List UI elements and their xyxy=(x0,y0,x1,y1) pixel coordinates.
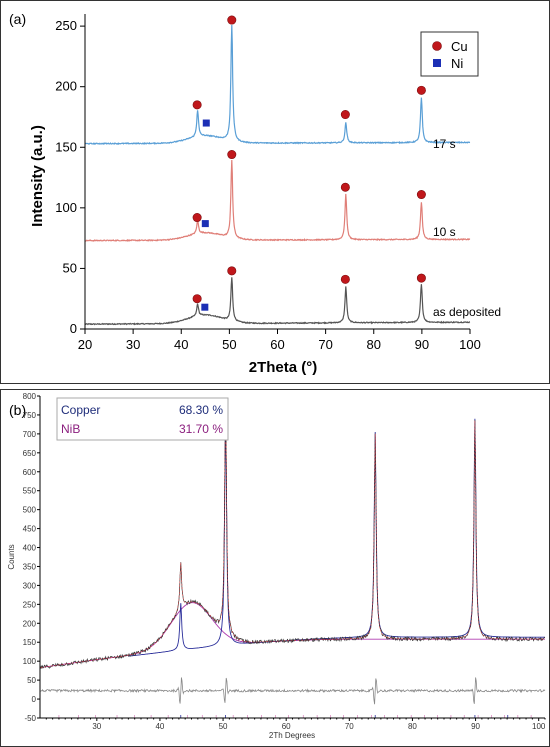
y-tick-label: 200 xyxy=(23,619,37,628)
legend-copper-label: Copper xyxy=(61,403,100,417)
y-tick-label: 450 xyxy=(23,525,37,534)
cu-peak-marker xyxy=(192,100,202,110)
y-tick-label: 300 xyxy=(23,581,37,590)
y-tick-label: 150 xyxy=(55,139,77,154)
x-tick-label: 30 xyxy=(126,337,140,352)
difference-curve xyxy=(40,677,546,705)
x-tick-label: 80 xyxy=(367,337,381,352)
y-tick-label: 150 xyxy=(23,638,37,647)
y-tick-label: 0 xyxy=(70,321,77,336)
y-tick-label: 400 xyxy=(23,544,37,553)
trace-label: 17 s xyxy=(433,137,456,151)
legend-cu-marker xyxy=(432,41,442,51)
y-tick-label: 350 xyxy=(23,562,37,571)
panel-a-x-label: 2Theta (°) xyxy=(249,359,318,376)
panel-a-y-label: Intensity (a.u.) xyxy=(29,125,46,227)
trace-line xyxy=(84,159,471,242)
y-tick-label: 750 xyxy=(23,411,37,420)
x-tick-label: 70 xyxy=(318,337,332,352)
x-tick-label: 90 xyxy=(471,722,480,731)
trace-label: as deposited xyxy=(433,305,501,319)
y-tick-label: 250 xyxy=(23,600,37,609)
x-tick-label: 100 xyxy=(459,337,481,352)
legend-ni-label: Ni xyxy=(451,56,463,71)
trace-label: 10 s xyxy=(433,225,456,239)
calculated-curve xyxy=(40,397,545,668)
y-tick-label: 500 xyxy=(23,506,37,515)
y-tick-label: 200 xyxy=(55,79,77,94)
legend-ni-marker xyxy=(433,59,441,67)
y-tick-label: 0 xyxy=(32,695,37,704)
cu-peak-marker xyxy=(416,190,426,200)
panel-a-ticks: 20 30 40 50 60 70 80 90 100 0 50 100 150 200 250 xyxy=(55,18,481,352)
y-tick-label: 100 xyxy=(55,200,77,215)
y-tick-label: 250 xyxy=(55,18,77,33)
cu-peak-marker xyxy=(340,274,350,284)
trace-line xyxy=(84,24,471,146)
x-tick-label: 60 xyxy=(270,337,284,352)
y-tick-label: 100 xyxy=(23,657,37,666)
cu-peak-marker xyxy=(416,273,426,283)
x-tick-label: 70 xyxy=(345,722,354,731)
y-tick-label: 50 xyxy=(63,260,77,275)
cu-peak-marker xyxy=(340,110,350,120)
x-tick-label: 40 xyxy=(155,722,164,731)
panel-a-letter: (a) xyxy=(9,11,26,27)
x-tick-label: 90 xyxy=(415,337,429,352)
observed-curve xyxy=(40,398,546,669)
legend-cu-label: Cu xyxy=(451,39,468,54)
x-tick-label: 60 xyxy=(282,722,291,731)
panel-b-y-label: Counts xyxy=(7,544,16,569)
panel-a-traces xyxy=(84,24,471,326)
x-tick-label: 50 xyxy=(222,337,236,352)
panel-b-frame xyxy=(0,389,550,747)
y-tick-label: 50 xyxy=(27,676,36,685)
legend-box xyxy=(420,31,479,77)
panel-b-reflection-ticks xyxy=(58,714,532,718)
y-tick-label: -50 xyxy=(24,714,36,723)
panel-b-letter: (b) xyxy=(9,402,26,418)
panel-a: (a) 20 30 40 50 60 70 80 90 100 0 50 100 150 200 250 a… xyxy=(0,0,550,384)
x-tick-label: 80 xyxy=(408,722,417,731)
cu-peak-marker xyxy=(227,15,237,25)
x-tick-label: 50 xyxy=(219,722,228,731)
cu-peak-marker xyxy=(192,294,202,304)
panel-a-trace-labels: as deposited 10 s 17 s xyxy=(433,137,501,319)
panel-b-x-label: 2Th Degrees xyxy=(269,731,315,740)
x-tick-label: 30 xyxy=(92,722,101,731)
y-tick-label: 800 xyxy=(23,392,37,401)
cu-peak-marker xyxy=(227,266,237,276)
panel-b-traces xyxy=(40,397,546,705)
legend-b-box xyxy=(56,397,229,441)
x-tick-label: 40 xyxy=(174,337,188,352)
legend-nib-label: NiB xyxy=(61,422,80,436)
cu-peak-marker xyxy=(340,182,350,192)
trace-line xyxy=(84,277,471,326)
panel-b-legend: Copper 68.30 % NiB 31.70 % xyxy=(56,397,229,441)
panel-b: (b) 30 40 50 60 70 80 90 100 -50 0 50 100 150 200 250 3… xyxy=(0,389,550,747)
ni-peak-marker xyxy=(202,119,210,127)
y-tick-label: 650 xyxy=(23,449,37,458)
ni-peak-marker xyxy=(201,303,209,311)
y-tick-label: 550 xyxy=(23,487,37,496)
cu-peak-marker xyxy=(227,150,237,160)
panel-a-markers xyxy=(192,15,426,311)
x-tick-label: 100 xyxy=(532,722,546,731)
x-tick-label: 20 xyxy=(78,337,92,352)
cu-peak-marker xyxy=(192,213,202,223)
ni-peak-marker xyxy=(201,220,209,228)
y-tick-label: 600 xyxy=(23,468,37,477)
cu-peak-marker xyxy=(416,85,426,95)
panel-a-legend: Cu Ni xyxy=(420,31,479,77)
legend-copper-value: 68.30 % xyxy=(179,403,223,417)
legend-nib-value: 31.70 % xyxy=(179,422,223,436)
y-tick-label: 700 xyxy=(23,430,37,439)
